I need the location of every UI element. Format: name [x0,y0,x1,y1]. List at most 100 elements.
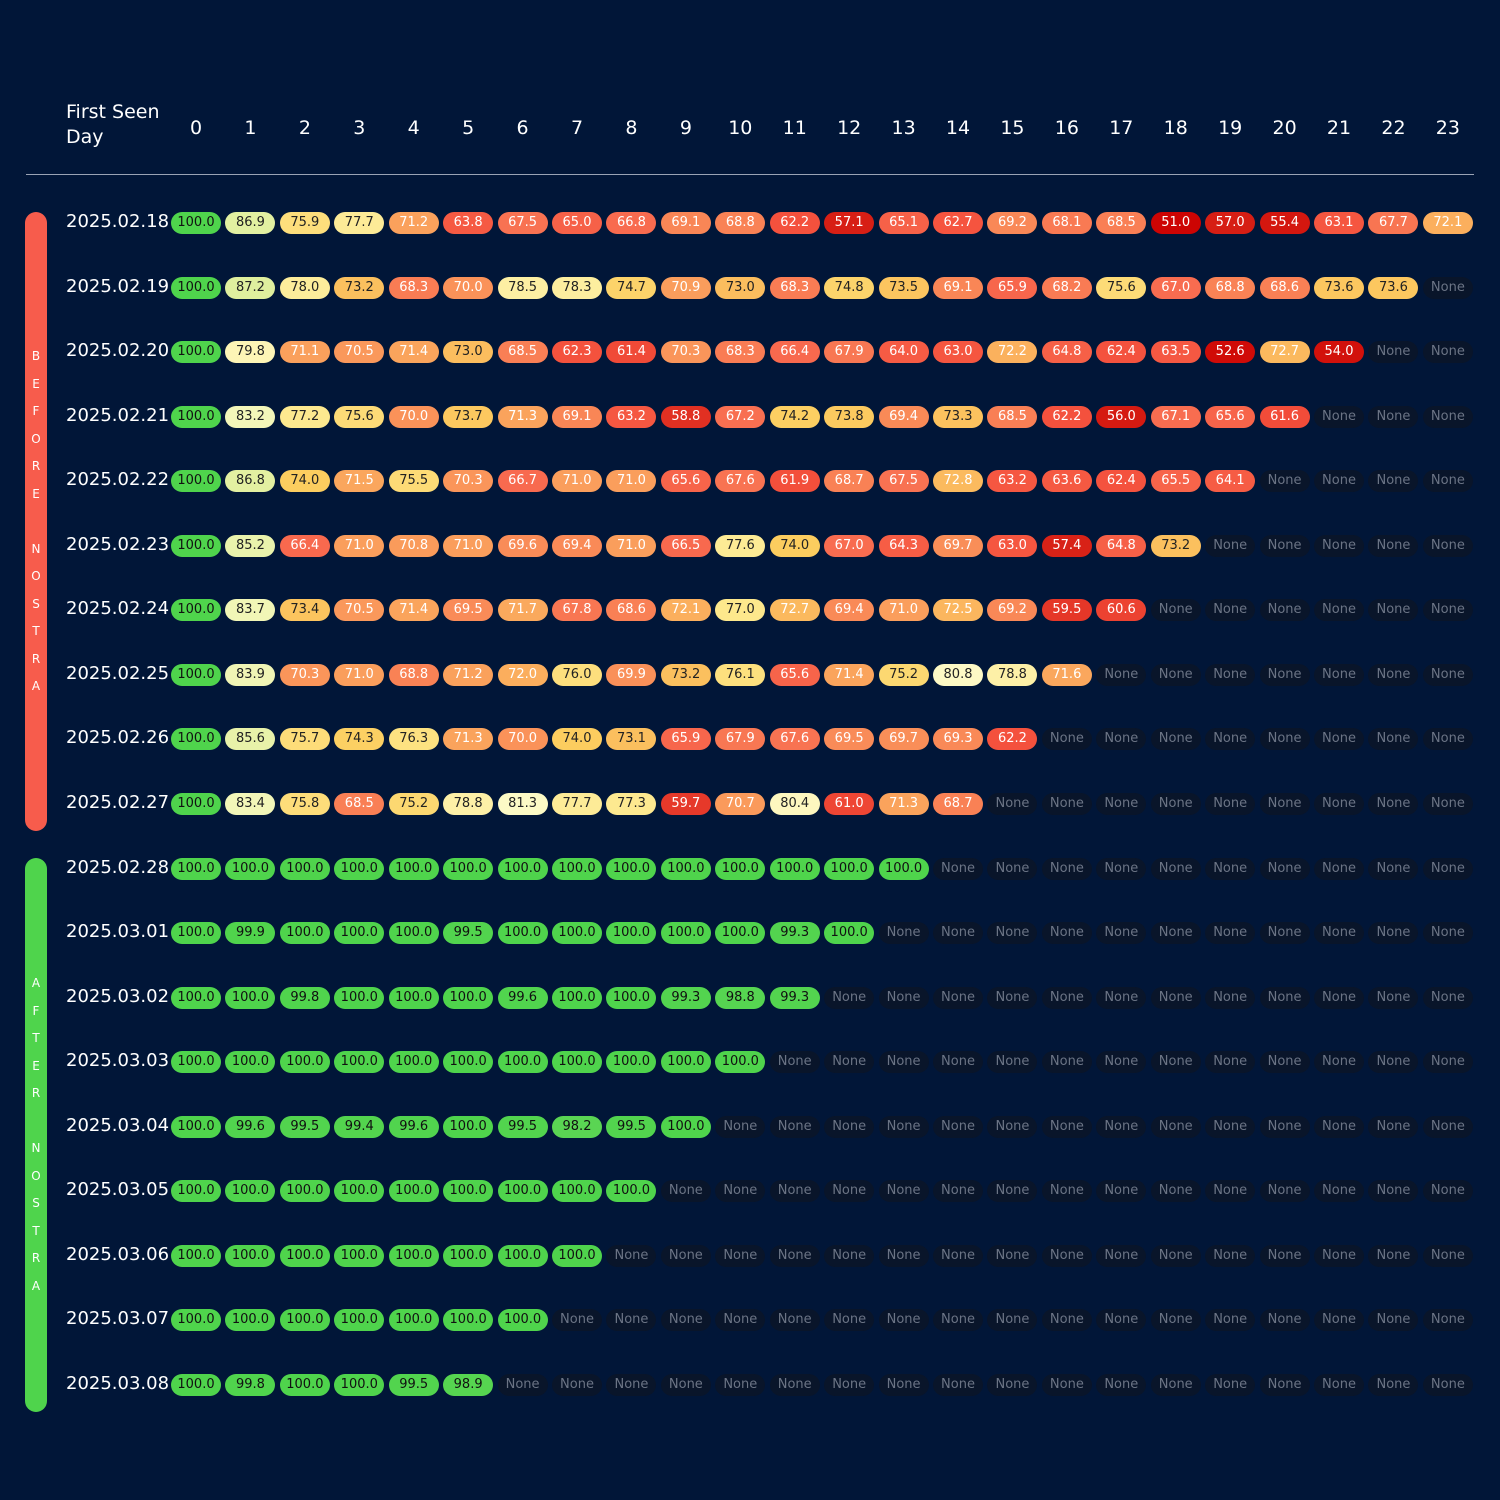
group-label-letter: E [32,376,40,391]
heatmap-cell: 64.1 [1205,470,1256,493]
heatmap-cell: None [1314,1180,1365,1203]
heatmap-cell: None [1150,986,1201,1009]
heatmap-cell: 68.6 [1259,276,1310,299]
group-label-letter: F [32,404,40,419]
heatmap-cell: 61.6 [1259,405,1310,428]
heatmap-cell: 71.0 [878,599,929,622]
heatmap-cell: 100.0 [225,1309,276,1332]
header-label: First Seen Day [66,101,160,148]
heatmap-cell: 55.4 [1259,212,1310,234]
heatmap-cell: None [1259,986,1310,1009]
column-header-11: 11 [782,117,807,139]
heatmap-cell: 100.0 [279,857,330,880]
heatmap-cell: 72.0 [497,663,548,686]
heatmap-cell: 100.0 [388,1180,439,1203]
heatmap-cell: None [987,986,1038,1009]
column-header-13: 13 [891,117,916,139]
heatmap-cell: 100.0 [171,534,221,557]
heatmap-cell: 100.0 [279,922,330,945]
group-label-letter: E [32,486,40,501]
heatmap-cell: None [660,1180,711,1203]
heatmap-cell: None [1422,341,1473,364]
heatmap-cell: None [1096,922,1147,945]
heatmap-cell: 99.3 [769,986,820,1009]
heatmap-cell: 70.9 [660,276,711,299]
heatmap-cell: 73.3 [933,405,984,428]
heatmap-cell: 66.4 [279,534,330,557]
heatmap-cell: None [1096,1115,1147,1138]
heatmap-cell: None [824,1309,875,1332]
heatmap-cell: 72.7 [769,599,820,622]
heatmap-cell: 100.0 [660,1051,711,1074]
heatmap-cell: None [1422,922,1473,945]
heatmap-cell: 100.0 [606,857,657,880]
heatmap-cell: None [1314,986,1365,1009]
heatmap-cell: 62.2 [769,212,820,234]
heatmap-cell: 69.1 [552,405,602,428]
heatmap-cell: None [1368,341,1419,364]
heatmap-cell: None [987,792,1038,815]
heatmap-cell: 63.2 [987,470,1038,493]
heatmap-cell: None [1150,728,1201,751]
column-header-19: 19 [1218,117,1243,139]
heatmap-cell: None [1314,1309,1365,1332]
heatmap-cell: 100.0 [171,405,221,428]
heatmap-cell: 99.9 [225,922,276,945]
heatmap-cell: None [1041,986,1092,1009]
heatmap-cell: None [933,1051,984,1074]
heatmap-cell: 76.3 [388,728,439,751]
heatmap-cell: 100.0 [443,1309,494,1332]
heatmap-cell: 100.0 [334,1309,385,1332]
group-label-letter: O [31,569,41,584]
column-header-21: 21 [1326,117,1352,139]
heatmap-cell: 71.0 [552,470,602,493]
heatmap-cell: 57.1 [824,212,875,234]
heatmap-cell: 71.1 [279,341,330,364]
heatmap-cell: 65.5 [1150,470,1201,493]
heatmap-cell: 85.6 [225,728,276,751]
heatmap-cell: None [824,1115,875,1138]
heatmap-cell: 100.0 [225,1244,276,1267]
heatmap-cell: 74.0 [279,470,330,493]
row-label: 2025.02.28 [66,856,170,878]
heatmap-cell: None [660,1373,711,1396]
heatmap-cell: 57.0 [1205,212,1256,234]
heatmap-cell: 68.3 [715,341,766,364]
heatmap-cell: None [1205,1115,1256,1138]
heatmap-cell: 74.8 [824,276,875,299]
heatmap-cell: 100.0 [171,470,221,493]
heatmap-cell: 52.6 [1205,341,1256,364]
heatmap-cell: 70.5 [334,599,385,622]
heatmap-cell: 100.0 [878,857,929,880]
heatmap-cell: None [987,1309,1038,1332]
heatmap-cell: None [1259,792,1310,815]
heatmap-cell: 86.9 [225,212,276,234]
heatmap-cell: None [1368,728,1419,751]
heatmap-cell: 100.0 [171,857,221,880]
heatmap-cell: 100.0 [552,1244,602,1267]
heatmap-cell: 64.0 [878,341,929,364]
heatmap-cell: None [715,1115,766,1138]
heatmap-cell: 86.8 [225,470,276,493]
heatmap-cell: 100.0 [279,1309,330,1332]
heatmap-cell: None [1368,986,1419,1009]
heatmap-cell: None [1150,1244,1201,1267]
row-label: 2025.03.01 [66,921,170,943]
heatmap-cell: 100.0 [171,1309,221,1332]
heatmap-cell: 77.3 [606,792,657,815]
heatmap-cell: 74.7 [606,276,657,299]
column-header-4: 4 [407,117,420,139]
heatmap-cell: 60.6 [1096,599,1147,622]
heatmap-cell: None [1150,663,1201,686]
heatmap-cell: None [1096,663,1147,686]
heatmap-cell: None [987,1115,1038,1138]
heatmap-cell: 78.8 [987,663,1038,686]
heatmap-cell: 100.0 [388,922,439,945]
heatmap-cell: 99.5 [388,1373,439,1396]
heatmap-cell: 73.7 [443,405,494,428]
column-header-14: 14 [945,117,971,139]
heatmap-cell: 62.2 [1041,405,1092,428]
heatmap-cell: 100.0 [171,1373,221,1396]
heatmap-cell: 64.8 [1041,341,1092,364]
heatmap-cell: None [1205,986,1256,1009]
